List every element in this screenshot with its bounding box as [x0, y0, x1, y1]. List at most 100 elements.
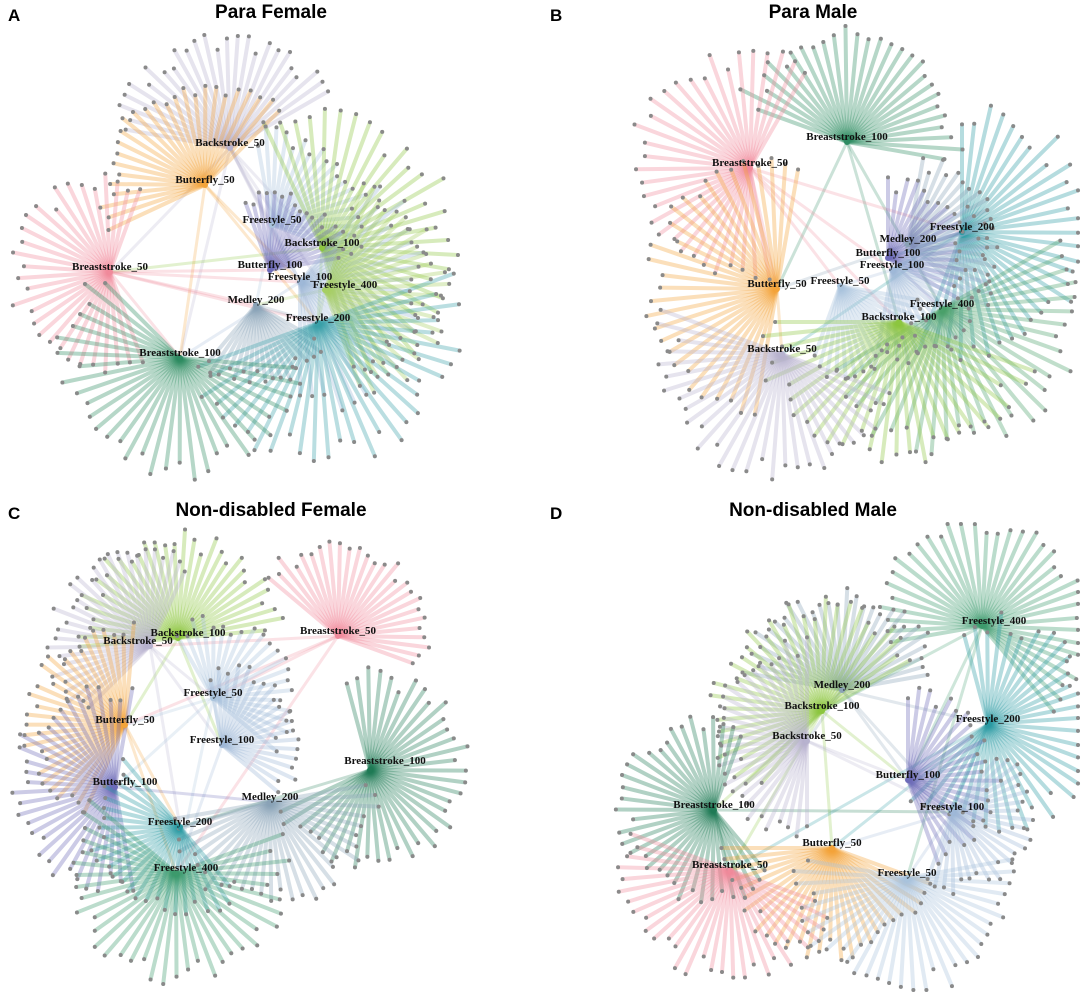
edge [254, 303, 317, 341]
leaf-node [92, 186, 97, 191]
leaf-node [751, 668, 756, 673]
edge [107, 825, 182, 869]
leaf-node [298, 393, 302, 398]
edge [905, 876, 958, 968]
edge [932, 230, 964, 348]
edge [838, 284, 929, 323]
hub-link [109, 268, 271, 274]
edge [986, 722, 1080, 774]
edge [840, 624, 921, 692]
leaf-node [922, 188, 927, 193]
edge [728, 868, 756, 967]
leaf-node [770, 360, 775, 365]
edge [838, 284, 857, 379]
edge [336, 634, 415, 666]
edge [769, 156, 779, 291]
leaf-node [148, 977, 153, 982]
leaf-node [810, 610, 815, 615]
leaf-node [402, 198, 407, 203]
leaf-node [1058, 238, 1063, 243]
edge [56, 627, 152, 648]
leaf-node [424, 227, 429, 232]
edge [123, 620, 136, 727]
edge [735, 679, 809, 743]
leaf-node [686, 369, 691, 374]
leaf-node [944, 173, 949, 178]
hub-label: Butterfly_50 [95, 714, 155, 726]
leaf-node [186, 967, 191, 972]
hub-link [840, 689, 910, 781]
edge [268, 209, 302, 272]
leaf-node [404, 420, 409, 425]
leaf-node [949, 984, 954, 989]
leaf-node [765, 60, 770, 65]
leaf-node [642, 154, 647, 159]
edge [777, 656, 809, 743]
leaf-node [184, 48, 189, 53]
edge [960, 230, 1027, 336]
leaf-node [142, 540, 147, 545]
hub-label: Medley_200 [228, 294, 285, 306]
edge [60, 356, 182, 385]
edge [336, 626, 422, 638]
edge [46, 654, 127, 727]
edge [890, 268, 993, 296]
edge [950, 810, 1033, 842]
hub-link [179, 800, 271, 829]
leaf-node [53, 636, 58, 641]
leaf-node [982, 738, 987, 743]
leaf-node [1048, 791, 1053, 796]
leaf-node [300, 893, 305, 898]
leaf-node [407, 289, 412, 294]
leaf-node [190, 617, 195, 622]
leaf-node [311, 458, 316, 463]
edge [701, 166, 752, 267]
leaf-node [979, 941, 984, 946]
leaf-node [794, 834, 799, 839]
edge [211, 696, 279, 754]
edge [268, 255, 341, 272]
leaf-node [759, 814, 764, 819]
edge [906, 708, 959, 782]
hub-label: Butterfly_100 [93, 776, 158, 788]
edge [323, 208, 387, 292]
leaf-node [769, 156, 774, 161]
edge [76, 723, 127, 805]
leaf-node [626, 899, 631, 904]
edge [308, 768, 372, 834]
edge [950, 782, 1021, 814]
leaf-node [738, 410, 743, 415]
leaf-node [1009, 413, 1014, 418]
leaf-node [239, 630, 244, 635]
edge [986, 722, 1002, 834]
leaf-node [354, 112, 359, 117]
leaf-node [644, 314, 649, 319]
edge [728, 868, 821, 943]
edge [906, 778, 976, 829]
leaf-node [985, 236, 990, 241]
leaf-node [794, 881, 799, 886]
leaf-node [717, 729, 722, 734]
edge [886, 205, 950, 260]
leaf-node [972, 268, 977, 272]
hub-label: Freestyle_100 [190, 734, 255, 746]
edge [320, 246, 389, 344]
leaf-node [381, 360, 386, 365]
edge [36, 723, 127, 776]
edge [780, 352, 892, 396]
hub-link [178, 184, 207, 359]
edge [845, 125, 944, 144]
edge [960, 134, 1060, 234]
edge [748, 49, 785, 170]
leaf-node [267, 641, 272, 646]
edge [270, 223, 364, 229]
leaf-node [800, 918, 805, 923]
edge [268, 800, 326, 891]
edge [905, 869, 1016, 880]
edge [127, 81, 232, 150]
edge [270, 159, 329, 227]
edge [840, 644, 927, 692]
leaf-node [394, 364, 399, 369]
edge [845, 140, 965, 152]
hub-link [316, 247, 324, 324]
